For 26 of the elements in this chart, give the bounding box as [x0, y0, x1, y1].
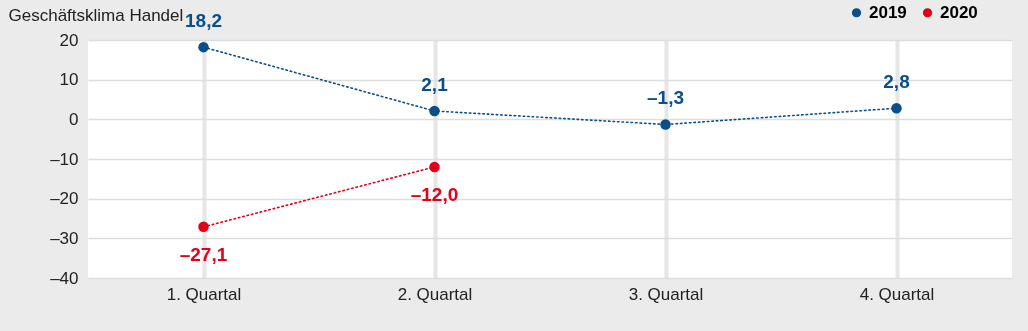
point [198, 221, 209, 233]
y-tick-label: 20 [59, 30, 79, 50]
x-tick-label: 4. Quartal [859, 284, 935, 304]
point [891, 102, 902, 114]
point [429, 105, 440, 117]
data-label: –1,3 [647, 87, 684, 109]
data-label: 2,8 [883, 71, 910, 93]
x-tick-label: 1. Quartal [166, 284, 242, 304]
y-tick-label: –20 [50, 189, 79, 209]
point [198, 41, 209, 53]
y-axis-title: Geschäftsklima Handel [8, 5, 184, 25]
x-tick-label: 3. Quartal [628, 284, 704, 304]
data-label: –27,1 [179, 243, 228, 265]
data-label: –12,0 [410, 183, 459, 205]
data-label: 2,1 [421, 74, 449, 95]
legend-label: 2020 [940, 2, 978, 22]
y-tick-label: –40 [50, 268, 79, 288]
legend-label: 2019 [869, 2, 907, 22]
y-tick-label: –10 [50, 149, 79, 169]
y-tick-label: 0 [69, 109, 79, 129]
x-tick-label: 2. Quartal [397, 284, 473, 304]
data-label: 18,2 [185, 10, 222, 32]
point [660, 119, 671, 130]
point [429, 161, 440, 173]
y-tick-label: –30 [50, 228, 79, 248]
y-tick-label: 10 [59, 70, 79, 90]
